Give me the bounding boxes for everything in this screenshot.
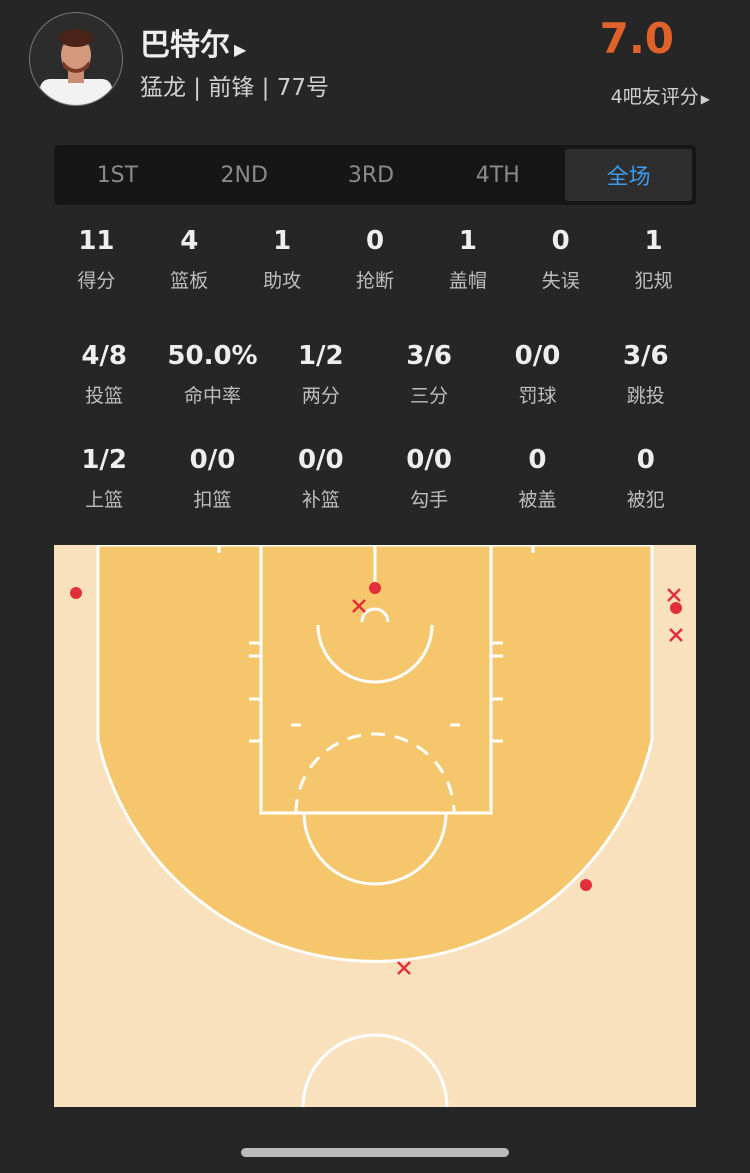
stat-value: 1	[273, 226, 292, 256]
stat-value: 3/6	[622, 341, 669, 371]
stat-cell: 0/0 扣篮	[158, 445, 266, 512]
stat-cell: 0 被犯	[592, 445, 700, 512]
stat-label: 犯规	[634, 270, 673, 292]
stats-row-shooting: 4/8 投篮 50.0% 命中率 1/2 两分 3/6 三分 0/0 罚球 3/6 跳投	[50, 341, 700, 408]
stat-label: 三分	[410, 385, 449, 407]
stat-value: 0	[365, 226, 385, 256]
stat-label: 被犯	[626, 489, 665, 511]
stat-cell: 1/2 上篮	[50, 445, 158, 512]
tab-3rd[interactable]: 3RD	[347, 162, 395, 188]
stat-value: 1/2	[81, 445, 127, 475]
rating-score: 7.0	[599, 14, 674, 63]
stat-label: 助攻	[263, 270, 302, 292]
stat-cell: 1 犯规	[607, 226, 700, 293]
tab-2nd[interactable]: 2ND	[220, 162, 268, 188]
stat-label: 投篮	[85, 385, 124, 407]
period-tabs: 1ST 2ND 3RD 4TH 全场	[54, 145, 696, 205]
stat-label: 得分	[77, 270, 116, 292]
stat-label: 扣篮	[193, 489, 232, 511]
stat-value: 0	[528, 445, 547, 475]
player-avatar[interactable]	[29, 12, 123, 106]
stat-cell: 0 抢断	[329, 226, 422, 293]
stat-label: 罚球	[518, 385, 557, 407]
play-arrow-icon: ▶	[234, 40, 247, 59]
stat-value: 0	[551, 226, 570, 256]
stat-value: 0/0	[189, 445, 236, 475]
stat-label: 抢断	[356, 270, 395, 292]
stat-value: 1/2	[297, 341, 344, 371]
stat-cell: 1 助攻	[236, 226, 329, 293]
stat-value: 0/0	[297, 445, 344, 475]
stat-label: 失误	[541, 270, 580, 292]
player-photo	[40, 29, 112, 105]
stat-cell: 3/6 三分	[375, 341, 483, 408]
stats-row-basic: 11 得分 4 篮板 1 助攻 0 抢断 1 盖帽 0 失误 1 犯规	[50, 226, 700, 293]
stat-label: 命中率	[183, 385, 241, 407]
shot-chart-court	[54, 545, 696, 1107]
missed-shot-marker	[667, 588, 681, 602]
tab-4th[interactable]: 4TH	[475, 162, 520, 188]
stat-label: 篮板	[170, 270, 209, 292]
stat-cell: 1 盖帽	[421, 226, 514, 293]
stat-label: 补篮	[301, 489, 340, 511]
play-arrow-icon: ▶	[700, 92, 710, 106]
stat-value: 1	[644, 226, 663, 256]
stats-row-shot-types: 1/2 上篮 0/0 扣篮 0/0 补篮 0/0 勾手 0 被盖 0 被犯	[50, 445, 700, 512]
stat-cell: 4 篮板	[143, 226, 236, 293]
stat-value: 0	[636, 445, 655, 475]
missed-shot-marker	[397, 961, 411, 975]
shots	[70, 582, 683, 975]
stat-cell: 1/2 两分	[267, 341, 375, 408]
stat-label: 跳投	[626, 385, 665, 407]
stat-label: 上篮	[85, 489, 124, 511]
stat-value: 4/8	[81, 341, 127, 371]
stat-value: 0/0	[514, 341, 561, 371]
stat-value: 0/0	[406, 445, 452, 475]
missed-shot-marker	[352, 599, 366, 613]
tab-full-game[interactable]: 全场	[565, 149, 692, 201]
stat-cell: 11 得分	[50, 226, 143, 293]
tab-1st[interactable]: 1ST	[96, 162, 139, 188]
court-lines	[217, 545, 535, 1107]
player-name[interactable]: 巴特尔 ▶	[140, 28, 247, 63]
stat-cell: 0/0 补篮	[267, 445, 375, 512]
stat-cell: 4/8 投篮	[50, 341, 158, 408]
stat-value: 4	[180, 226, 199, 256]
missed-shot-marker	[669, 628, 683, 642]
made-shot-marker	[369, 582, 381, 594]
stat-value: 1	[458, 226, 477, 256]
stat-value: 50.0%	[167, 341, 258, 371]
stat-label: 两分	[301, 385, 340, 407]
player-info: 猛龙 | 前锋 | 77号	[140, 75, 330, 101]
stat-cell: 50.0% 命中率	[158, 341, 266, 408]
home-indicator[interactable]	[241, 1148, 509, 1157]
stat-value: 3/6	[406, 341, 452, 371]
stat-cell: 0 失误	[514, 226, 607, 293]
made-shot-marker	[70, 587, 82, 599]
stat-cell: 0/0 罚球	[483, 341, 591, 408]
stat-value: 11	[78, 226, 115, 256]
stat-cell: 0 被盖	[483, 445, 591, 512]
three-point-line	[96, 545, 654, 963]
stat-label: 盖帽	[448, 270, 487, 292]
stat-label: 勾手	[410, 489, 449, 511]
stat-cell: 0/0 勾手	[375, 445, 483, 512]
made-shot-marker	[580, 879, 592, 891]
raters-link[interactable]: 4吧友评分 ▶	[610, 86, 710, 108]
stat-cell: 3/6 跳投	[592, 341, 700, 408]
stat-label: 被盖	[518, 489, 557, 511]
made-shot-marker	[670, 602, 682, 614]
